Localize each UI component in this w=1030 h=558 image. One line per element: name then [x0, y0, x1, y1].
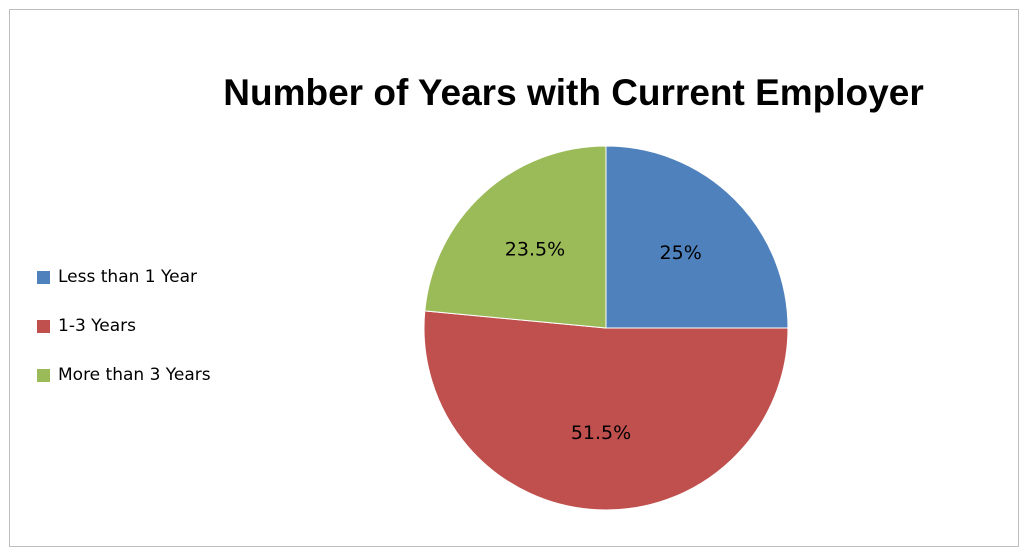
legend: Less than 1 Year 1-3 Years More than 3 Y… — [37, 264, 211, 411]
legend-swatch — [37, 319, 50, 333]
slice-1-3-years — [423, 310, 789, 511]
pie-data-labels: 25% 51.5% 23.5% — [505, 238, 702, 444]
legend-label: 1-3 Years — [58, 316, 137, 336]
slice-more-than-3-years — [424, 145, 607, 329]
legend-item-1-3-years: 1-3 Years — [37, 313, 211, 339]
legend-swatch — [37, 270, 50, 284]
chart-title: Number of Years with Current Employer — [223, 72, 924, 113]
legend-swatch — [37, 368, 50, 382]
legend-label: Less than 1 Year — [58, 267, 197, 287]
data-label: 25% — [660, 242, 702, 264]
pie-slices — [423, 145, 789, 511]
data-label: 51.5% — [571, 422, 631, 444]
legend-item-less-than-1-year: Less than 1 Year — [37, 264, 211, 290]
slice-less-than-1-year — [605, 145, 789, 329]
legend-item-more-than-3-years: More than 3 Years — [37, 362, 211, 388]
legend-label: More than 3 Years — [58, 365, 211, 385]
data-label: 23.5% — [505, 238, 565, 260]
